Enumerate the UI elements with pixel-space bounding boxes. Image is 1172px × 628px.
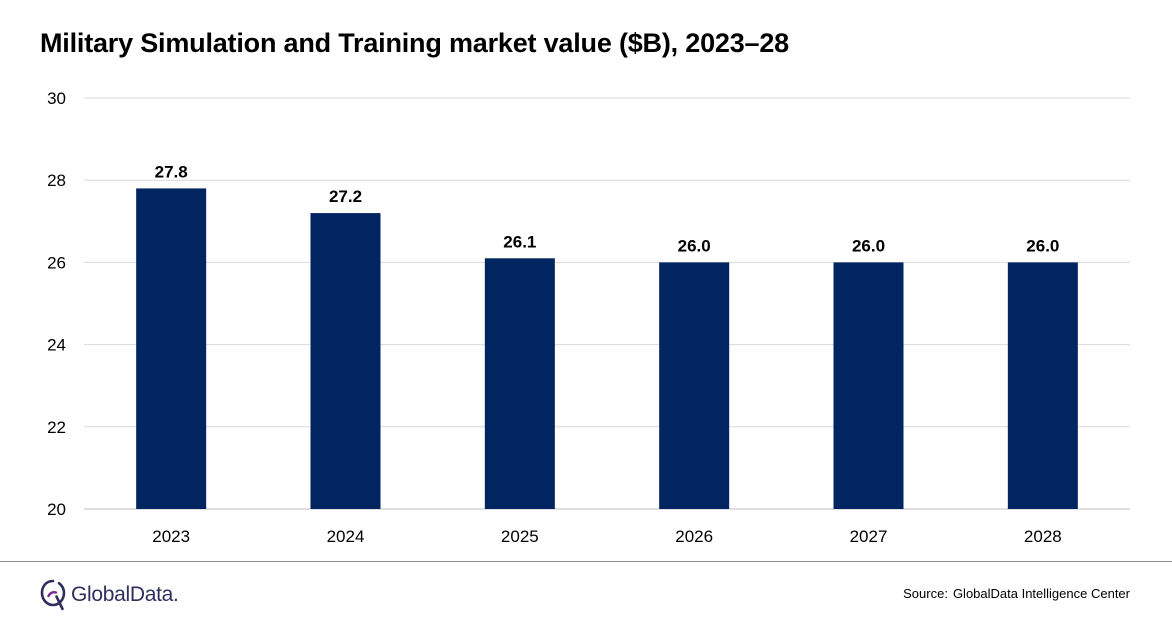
source-text: GlobalData Intelligence Center — [952, 586, 1130, 601]
y-tick-label: 24 — [47, 336, 66, 355]
bar — [1007, 262, 1078, 509]
bar — [484, 258, 555, 509]
x-tick-label: 2025 — [501, 527, 539, 546]
globaldata-logo: GlobalData. — [40, 578, 179, 612]
y-tick-label: 26 — [47, 253, 66, 272]
bar — [310, 213, 381, 509]
bar-value-label: 27.8 — [155, 162, 188, 181]
x-tick-label: 2028 — [1024, 527, 1062, 546]
y-tick-label: 28 — [47, 171, 66, 190]
globaldata-logo-icon — [40, 579, 66, 611]
y-tick-label: 22 — [47, 418, 66, 437]
footer-divider — [0, 561, 1172, 562]
x-tick-label: 2027 — [850, 527, 888, 546]
bar-value-label: 26.0 — [1026, 236, 1059, 255]
x-tick-label: 2023 — [152, 527, 190, 546]
bar — [136, 188, 207, 510]
bar — [833, 262, 904, 509]
bar-value-label: 26.1 — [503, 232, 536, 251]
chart-title: Military Simulation and Training market … — [40, 28, 789, 58]
bar-chart: 20 22 24 26 28 30 27.8 2023 27.2 2024 26.1 2025 26.0… — [47, 89, 1130, 546]
bar-value-label: 26.0 — [852, 236, 885, 255]
bar-value-label: 27.2 — [329, 187, 362, 206]
logo-text: GlobalData. — [71, 583, 179, 606]
x-tick-label: 2024 — [327, 527, 365, 546]
source-label: Source: — [903, 586, 948, 601]
y-tick-label: 30 — [47, 89, 66, 108]
x-tick-label: 2026 — [675, 527, 713, 546]
source-note: Source: GlobalData Intelligence Center — [903, 586, 1130, 601]
y-tick-label: 20 — [47, 500, 66, 519]
bar — [659, 262, 730, 509]
bar-value-label: 26.0 — [678, 236, 711, 255]
